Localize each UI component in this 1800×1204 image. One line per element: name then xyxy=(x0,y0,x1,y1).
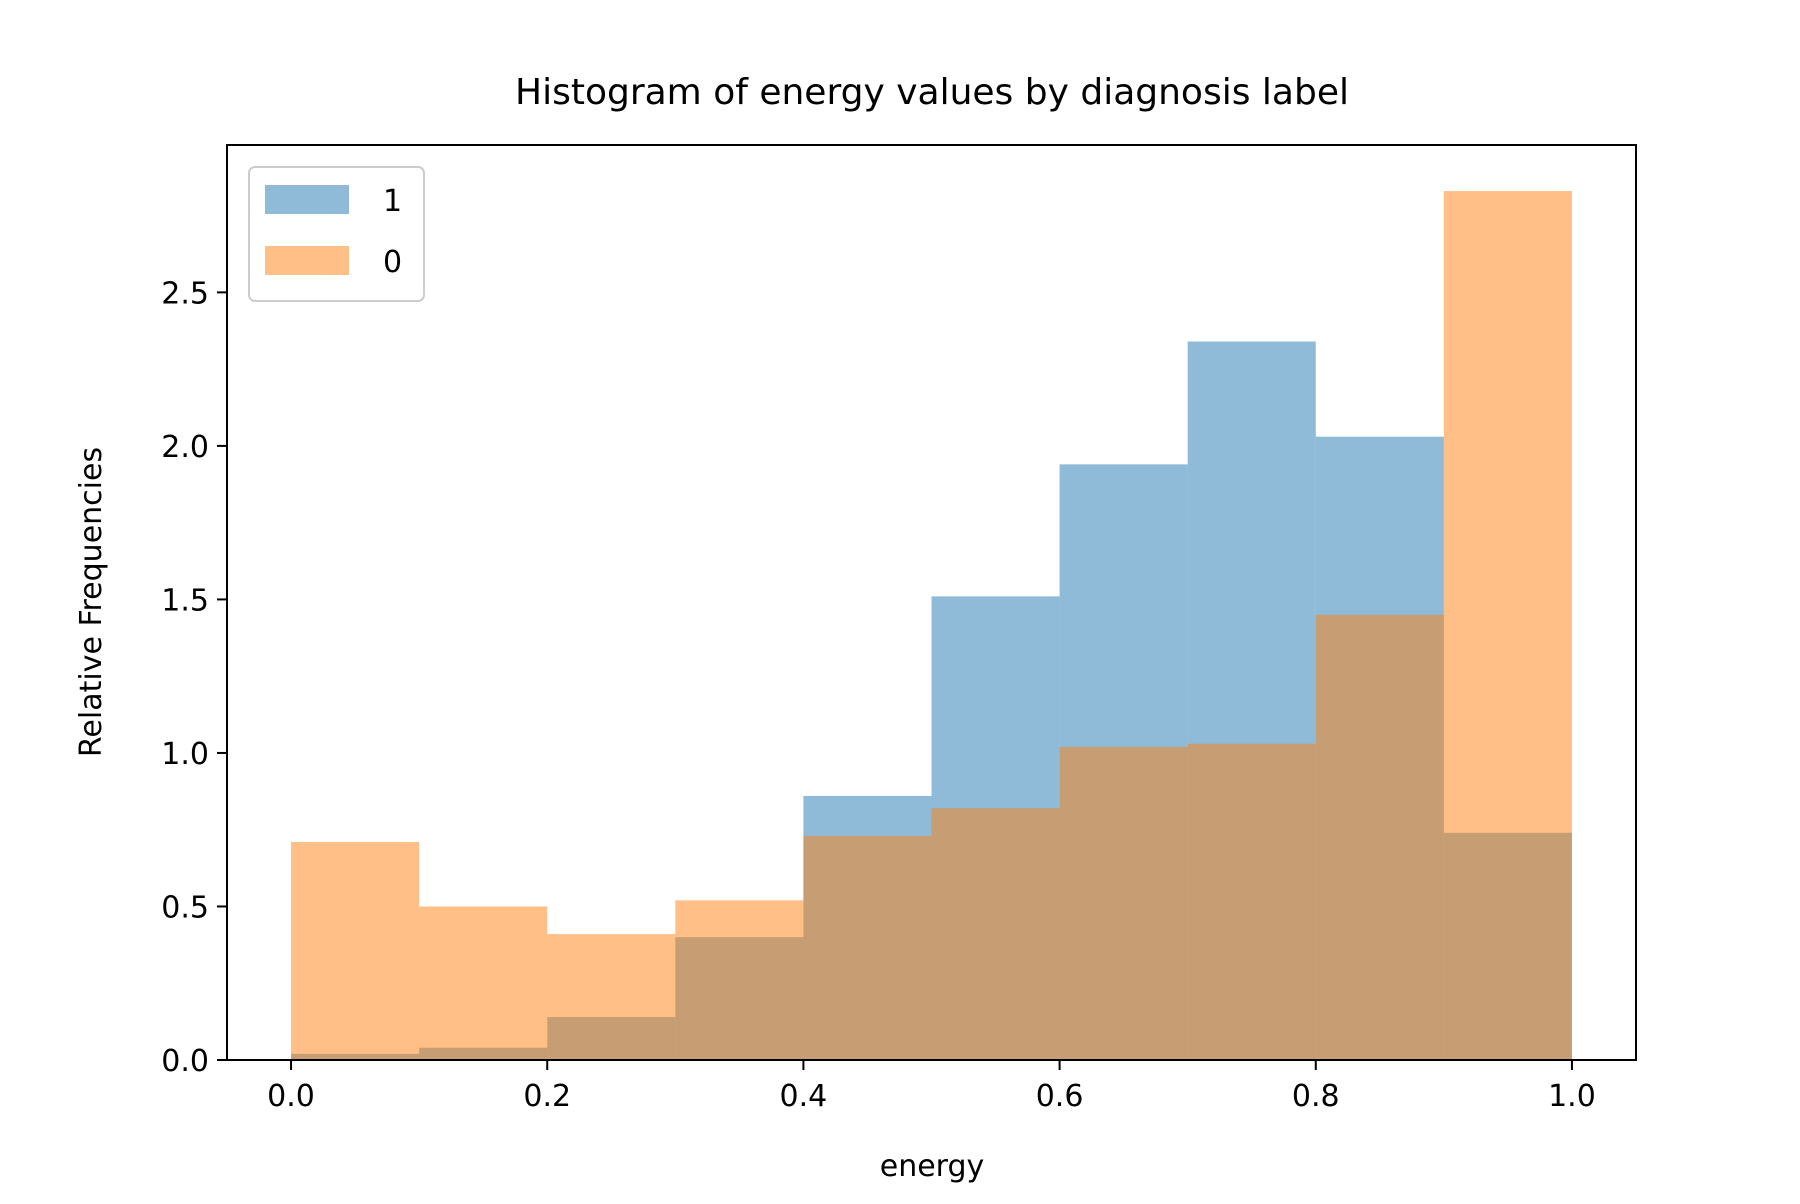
bar-series-0-bin-0 xyxy=(291,841,420,1060)
axes-frame xyxy=(226,144,1637,1061)
bar-series-0-bin-8 xyxy=(1315,614,1444,1060)
y-axis-ticks: 0.0 0.5 1.0 1.5 2.0 2.5 xyxy=(161,276,227,1079)
bar-series-0-bin-5 xyxy=(931,808,1060,1060)
y-axis-label: Relative Frequencies xyxy=(74,447,109,757)
x-tick-label: 0.4 xyxy=(780,1079,828,1114)
legend-label-series-0: 0 xyxy=(383,245,402,280)
x-axis-ticks: 0.0 0.2 0.4 0.6 0.8 1.0 xyxy=(267,1060,1596,1114)
y-tick-label: 1.5 xyxy=(161,583,209,618)
legend-swatch-series-1 xyxy=(265,185,349,214)
x-tick-label: 0.0 xyxy=(267,1079,315,1114)
x-tick-label: 0.2 xyxy=(523,1079,571,1114)
y-tick-label: 0.5 xyxy=(161,890,209,925)
legend-label-series-1: 1 xyxy=(383,184,402,219)
chart-title: Histogram of energy values by diagnosis … xyxy=(515,72,1349,113)
legend: 1 0 xyxy=(248,166,425,302)
y-tick-label: 2.5 xyxy=(161,276,209,311)
bar-series-0-bin-4 xyxy=(803,835,932,1060)
x-tick-label: 0.6 xyxy=(1036,1079,1084,1114)
bars-layer xyxy=(291,191,1572,1060)
bar-series-0-bin-6 xyxy=(1059,746,1188,1060)
y-tick-label: 1.0 xyxy=(161,737,209,772)
bar-series-0-bin-2 xyxy=(547,934,676,1060)
bar-series-0-bin-9 xyxy=(1443,191,1572,1060)
bar-series-0-bin-1 xyxy=(419,906,548,1060)
x-axis-label: energy xyxy=(880,1149,985,1184)
legend-swatch-series-0 xyxy=(265,246,349,275)
x-tick-label: 0.8 xyxy=(1292,1079,1340,1114)
x-tick-label: 1.0 xyxy=(1548,1079,1596,1114)
bar-series-0-bin-7 xyxy=(1187,743,1316,1060)
y-tick-label: 2.0 xyxy=(161,430,209,465)
bar-series-0-bin-3 xyxy=(675,900,804,1060)
y-tick-label: 0.0 xyxy=(161,1044,209,1079)
